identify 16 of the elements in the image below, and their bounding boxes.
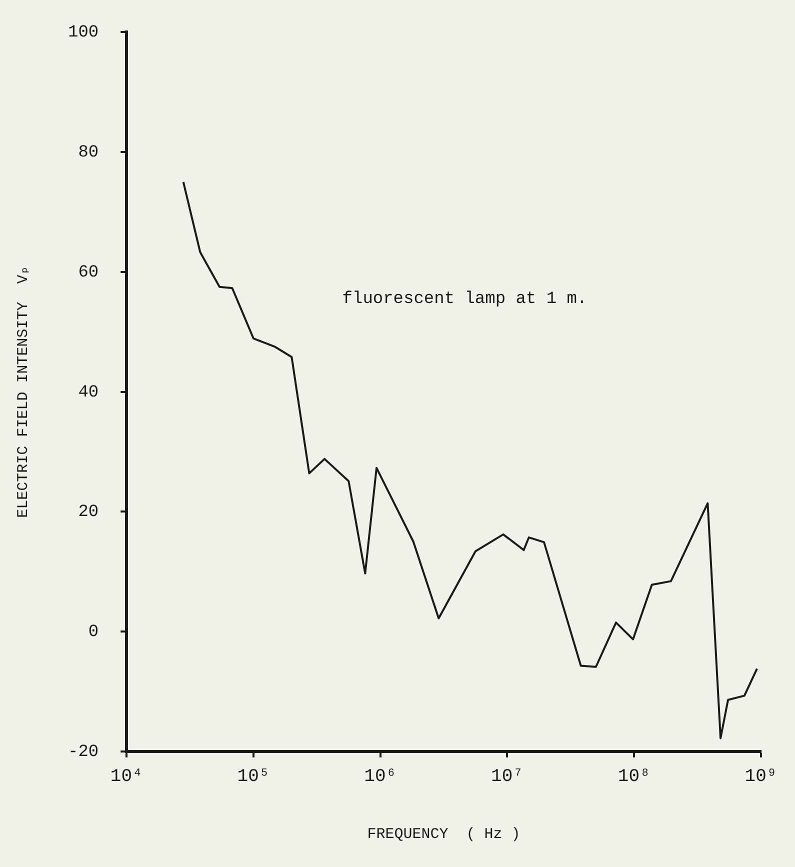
x-tick-label: 10⁷ xyxy=(491,766,524,787)
annotation: fluorescent lamp at 1 m. xyxy=(342,290,588,309)
x-axis-title: FREQUENCY ( Hz ) xyxy=(367,826,520,843)
x-tick-label: 10⁹ xyxy=(744,766,778,787)
x-tick-label: 10⁵ xyxy=(237,766,270,787)
y-tick-label: 20 xyxy=(78,503,99,522)
y-tick-label: 0 xyxy=(88,623,99,642)
y-tick-label: 60 xyxy=(78,263,99,282)
y-tick-label: 80 xyxy=(78,144,99,163)
x-tick-label: 10⁴ xyxy=(110,766,143,787)
y-tick-label: -20 xyxy=(68,742,99,762)
y-axis-title: ELECTRIC FIELD INTENSITY Vₚ xyxy=(14,266,32,518)
y-tick-label: 100 xyxy=(68,24,99,43)
y-tick-label: 40 xyxy=(78,383,99,402)
x-tick-label: 10⁶ xyxy=(364,766,397,787)
x-tick-label: 10⁸ xyxy=(618,766,650,787)
